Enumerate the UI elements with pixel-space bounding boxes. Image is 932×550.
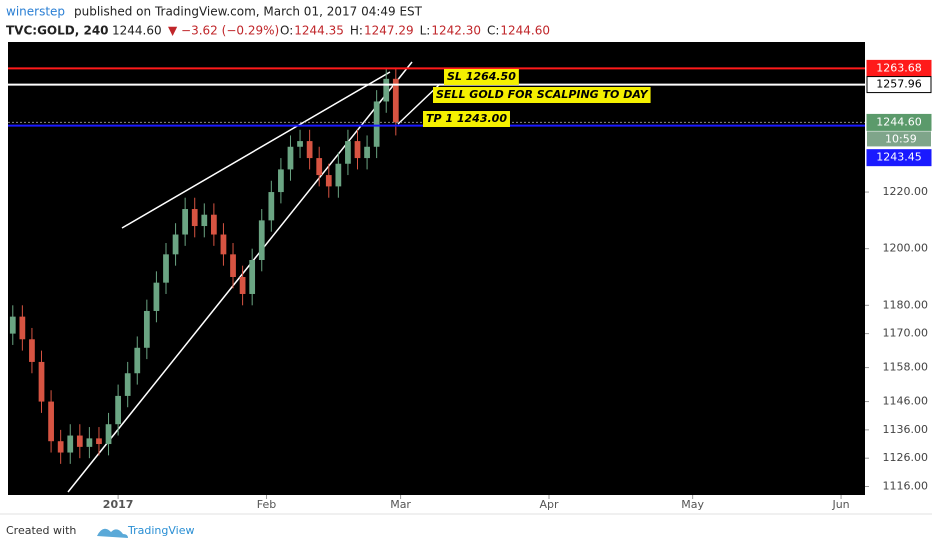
- x-tick-label: Apr: [539, 498, 559, 511]
- candle-body: [29, 339, 35, 362]
- price-label-box: [866, 113, 932, 131]
- candle-body: [105, 424, 112, 445]
- trend-line: [121, 71, 391, 229]
- y-tick-label: 1220.00: [883, 185, 929, 198]
- annotation-box: [444, 69, 519, 85]
- candle-body: [210, 214, 217, 235]
- countdown-box: [867, 131, 931, 147]
- candle-body: [124, 373, 131, 396]
- candle-body: [297, 141, 303, 147]
- created-with: Created with: [6, 524, 76, 537]
- candle-body: [67, 435, 74, 453]
- published: published on TradingView.com, March 01, …: [74, 5, 423, 19]
- candle-body: [38, 361, 45, 402]
- annotation-box: [423, 111, 510, 127]
- annotation: SELL GOLD FOR SCALPING TO DAY: [436, 88, 649, 101]
- candle-body: [163, 254, 169, 283]
- x-tick-label: Feb: [257, 498, 276, 511]
- y-tick-label: 1200.00: [883, 242, 929, 255]
- candle-body: [115, 395, 121, 425]
- annotation: TP 1 1243.00: [426, 112, 507, 125]
- price-label-box: [866, 76, 932, 94]
- candle-body: [278, 169, 284, 193]
- candle-body: [230, 254, 236, 277]
- symbol-line: TVC:GOLD, 240 1244.60 ▼ −3.62 (−0.29%) O…: [6, 24, 550, 38]
- candle-body: [57, 441, 64, 453]
- candle-body: [19, 316, 26, 340]
- candle-body: [392, 78, 399, 123]
- candle-body: [9, 316, 16, 334]
- annotation-box: [433, 87, 651, 103]
- y-tick-label: 1116.00: [883, 480, 929, 493]
- candle-body: [354, 141, 361, 159]
- y-tick-label: 1136.00: [883, 423, 929, 436]
- symbol: TVC:GOLD, 240: [6, 24, 109, 38]
- ohlc-value: 1244.35: [294, 24, 344, 38]
- price-label: 1257.96: [876, 78, 922, 91]
- candle-body: [268, 192, 275, 221]
- candle-body: [48, 401, 54, 442]
- candle-body: [220, 234, 227, 255]
- ohlc-value: 1242.30: [431, 24, 481, 38]
- candle-body: [287, 146, 294, 170]
- x-tick-label: Mar: [390, 498, 411, 511]
- candle-body: [325, 175, 332, 187]
- y-tick-label: 1126.00: [883, 451, 929, 464]
- change: ▼ −3.62 (−0.29%): [168, 24, 279, 38]
- candle-body: [373, 101, 380, 147]
- price-label: 1243.45: [876, 151, 922, 164]
- candle-body: [239, 276, 246, 294]
- ohlc-key: O:: [280, 24, 293, 38]
- price-label: 1263.68: [876, 61, 922, 74]
- y-tick-label: 1146.00: [883, 395, 929, 408]
- candle-body: [249, 260, 256, 294]
- price-label: 1244.60: [876, 115, 922, 128]
- last-price: 1244.60: [112, 24, 162, 38]
- x-tick-label: May: [681, 498, 704, 511]
- annotation: SL 1264.50: [447, 70, 516, 83]
- ohlc-key: L:: [420, 24, 431, 38]
- candle-body: [316, 158, 323, 176]
- candle-body: [345, 141, 351, 164]
- candle-body: [134, 347, 141, 374]
- countdown: 10:59: [885, 132, 917, 145]
- candle-body: [182, 209, 189, 235]
- candle-body: [258, 220, 265, 261]
- candle-body: [172, 234, 179, 255]
- candle-body: [76, 435, 83, 447]
- x-tick-label: 2017: [103, 498, 134, 511]
- ohlc-key: C:: [487, 24, 499, 38]
- plot-area: [8, 42, 865, 495]
- candle-body: [306, 141, 313, 159]
- x-tick-label: Jun: [831, 498, 849, 511]
- author[interactable]: winerstep: [6, 5, 65, 19]
- candle-body: [335, 163, 342, 187]
- ohlc-key: H:: [350, 24, 363, 38]
- y-tick-label: 1170.00: [883, 327, 929, 340]
- candle-body: [191, 209, 198, 227]
- candle-body: [364, 146, 370, 159]
- ohlc-value: 1247.29: [364, 24, 414, 38]
- candle-body: [153, 282, 160, 311]
- candle-body: [201, 214, 208, 227]
- candle-body: [383, 78, 390, 102]
- y-tick-label: 1180.00: [883, 298, 929, 311]
- plot: [9, 61, 441, 493]
- y-tick-label: 1158.00: [883, 361, 929, 374]
- candle-body: [143, 310, 150, 348]
- brand[interactable]: TradingView: [127, 524, 194, 537]
- ohlc-value: 1244.60: [500, 24, 550, 38]
- price-label-box: [866, 149, 932, 167]
- candle-body: [86, 438, 93, 447]
- candle-body: [96, 438, 102, 445]
- logo: [97, 528, 128, 538]
